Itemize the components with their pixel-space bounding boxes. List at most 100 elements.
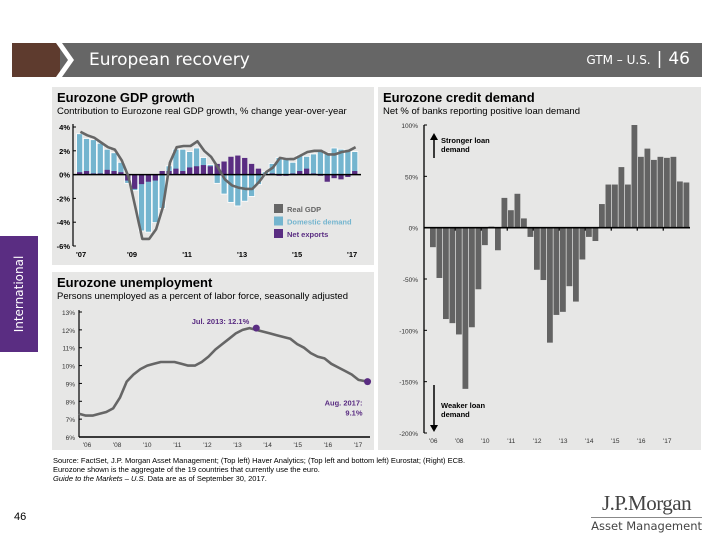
domestic-demand-bar [248,174,255,197]
credit-demand-bar [625,184,631,228]
domestic-demand-bar [90,140,97,175]
x-tick-label: '17 [663,438,672,445]
x-tick-label: '15 [294,442,303,449]
domestic-demand-bar [310,154,317,175]
net-exports-bar [132,174,138,189]
peak-marker [252,324,260,332]
credit-demand-bar [566,227,573,287]
net-exports-bar [324,174,330,182]
legend-label: Domestic demand [287,218,352,227]
domestic-demand-bar [180,149,186,175]
domestic-demand-bar [77,134,83,175]
net-exports-bar [83,171,90,175]
credit-demand-bar [618,167,625,228]
net-exports-bar [228,156,234,175]
stronger-label-line2: demand [441,145,470,154]
legend-swatch [274,229,283,238]
header-right: GTM – U.S. | 46 [586,49,690,69]
y-tick-label: 2% [59,147,70,156]
y-tick-label: 0% [409,226,419,233]
credit-subtitle: Net % of banks reporting positive loan d… [383,106,580,117]
credit-demand-bar [527,227,534,237]
credit-demand-bar [430,227,436,248]
brand-block [12,43,60,77]
credit-title: Eurozone credit demand [383,90,535,105]
x-tick-label: '17 [347,250,357,259]
net-exports-bar [338,174,344,180]
credit-demand-bar [612,184,618,228]
y-tick-label: 10% [62,364,75,371]
credit-demand-bar [579,227,586,260]
net-exports-bar [235,155,241,175]
credit-demand-bar [482,227,488,246]
unemployment-subtitle: Persons unemployed as a percent of labor… [57,291,348,302]
domestic-demand-bar [345,150,351,175]
x-tick-label: '12 [203,442,212,449]
y-tick-label: 100% [401,123,418,130]
x-tick-label: '10 [143,442,152,449]
legend-label: Real GDP [287,205,321,214]
x-tick-label: '11 [173,442,181,449]
y-tick-label: 6% [66,435,76,442]
credit-demand-bar [553,227,560,315]
credit-demand-bar [456,227,462,335]
net-exports-bar [118,172,124,175]
net-exports-bar [77,172,83,175]
domestic-demand-bar [324,153,330,175]
domestic-demand-bar [104,149,110,175]
credit-demand-bar [436,227,443,278]
credit-demand-bar [547,227,553,343]
unemployment-line [78,326,368,417]
gtm-label: GTM – U.S. [586,53,651,67]
net-exports-bar [104,169,110,175]
domestic-demand-bar [283,157,289,175]
latest-annotation-line1: Aug. 2017: [325,399,363,408]
net-exports-bar [242,157,248,175]
x-tick-label: '16 [637,438,646,445]
logo-sub: Asset Management [591,519,702,533]
y-tick-label: 11% [62,346,75,353]
credit-demand-bar [592,227,599,242]
source-line: Source: FactSet, J.P. Morgan Asset Manag… [53,456,466,465]
header-separator: | [656,49,663,69]
domestic-demand-bar [214,174,220,183]
domestic-demand-bar [83,138,90,175]
gdp-panel: Eurozone GDP growth Contribution to Euro… [52,87,374,265]
stronger-label-line1: Stronger loan [441,136,490,145]
domestic-demand-bar [255,174,262,185]
real-gdp-line [79,130,357,241]
source-notes: Source: FactSet, J.P. Morgan Asset Manag… [53,456,465,483]
net-exports-bar [180,171,186,175]
x-tick-label: '13 [237,250,247,259]
credit-demand-bar [599,204,605,228]
domestic-demand-bar [228,174,234,202]
x-tick-label: '15 [611,438,620,445]
credit-demand-bar [586,227,592,237]
x-tick-label: '08 [113,442,122,449]
credit-demand-bar [475,227,482,290]
jpmorgan-logo: J.P.Morgan Asset Management [591,491,702,533]
domestic-demand-bar [221,174,227,194]
credit-demand-bar [443,227,449,320]
unemployment-title: Eurozone unemployment [57,275,213,290]
x-tick-label: '17 [354,442,363,449]
domestic-demand-bar [276,157,282,175]
x-tick-label: '13 [233,442,242,449]
y-tick-label: 0% [59,171,70,180]
domestic-demand-bar [331,148,337,175]
credit-demand-bar [540,227,547,281]
x-tick-label: '14 [263,442,272,449]
x-tick-label: '15 [292,250,302,259]
net-exports-bar [303,168,310,175]
y-tick-label: -4% [57,218,71,227]
y-tick-label: 4% [59,123,70,132]
y-tick-label: 12% [62,328,75,335]
page-number: 46 [14,511,27,523]
domestic-demand-bar [297,155,303,175]
x-tick-label: '14 [585,438,594,445]
weaker-label-line1: Weaker loan [441,401,485,410]
peak-annotation: Jul. 2013: 12.1% [192,317,250,326]
section-tab[interactable]: International [0,236,38,352]
x-tick-label: '09 [127,250,137,259]
credit-demand-bar [462,227,469,389]
